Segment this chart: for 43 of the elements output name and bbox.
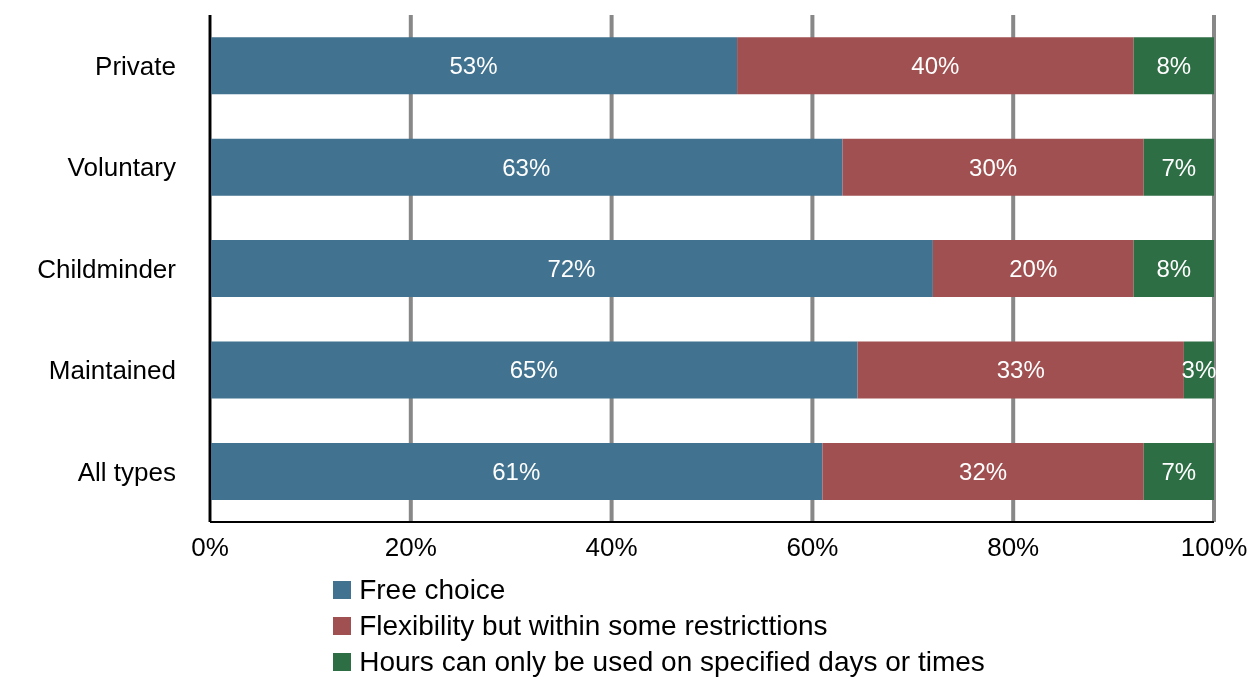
data-label: 40% bbox=[911, 52, 960, 80]
legend-label: Flexibility but within some restricttions bbox=[359, 609, 828, 643]
bar bbox=[842, 138, 1144, 196]
x-tick-label: 100% bbox=[1180, 532, 1248, 563]
bar bbox=[1133, 240, 1214, 298]
legend-label: Free choice bbox=[359, 573, 506, 607]
data-label: 8% bbox=[1156, 255, 1192, 283]
x-tick-label: 80% bbox=[987, 532, 1040, 563]
bar bbox=[1143, 138, 1214, 196]
x-tick-label: 40% bbox=[585, 532, 638, 563]
bar bbox=[210, 240, 933, 298]
bar bbox=[210, 37, 738, 95]
bar bbox=[210, 442, 823, 500]
data-label: 30% bbox=[969, 153, 1018, 181]
y-tick-label: Maintained bbox=[48, 355, 176, 386]
data-label: 32% bbox=[959, 457, 1008, 485]
bar bbox=[932, 240, 1134, 298]
x-tick-label: 0% bbox=[191, 532, 229, 563]
y-tick-label: Voluntary bbox=[67, 152, 176, 183]
data-label: 33% bbox=[996, 356, 1045, 384]
bar bbox=[210, 138, 843, 196]
data-label: 7% bbox=[1161, 457, 1197, 485]
data-label: 61% bbox=[492, 457, 541, 485]
data-label: 63% bbox=[502, 153, 551, 181]
data-label: 53% bbox=[449, 52, 498, 80]
bar bbox=[1133, 37, 1214, 95]
y-tick-label: Childminder bbox=[37, 253, 177, 284]
y-tick-label: All types bbox=[77, 456, 176, 487]
legend-label: Hours can only be used on specified days or times bbox=[359, 645, 985, 679]
bar bbox=[1143, 442, 1214, 500]
bar bbox=[822, 442, 1144, 500]
data-label: 20% bbox=[1009, 255, 1058, 283]
data-label: 7% bbox=[1161, 153, 1197, 181]
bar bbox=[737, 37, 1134, 95]
x-tick-label: 20% bbox=[384, 532, 437, 563]
data-label: 3% bbox=[1181, 356, 1217, 384]
data-label: 8% bbox=[1156, 52, 1192, 80]
y-tick-label: Private bbox=[95, 50, 176, 81]
x-tick-label: 60% bbox=[786, 532, 839, 563]
data-label: 65% bbox=[509, 356, 558, 384]
bar bbox=[857, 341, 1184, 399]
data-label: 72% bbox=[547, 255, 596, 283]
bar bbox=[210, 341, 858, 399]
